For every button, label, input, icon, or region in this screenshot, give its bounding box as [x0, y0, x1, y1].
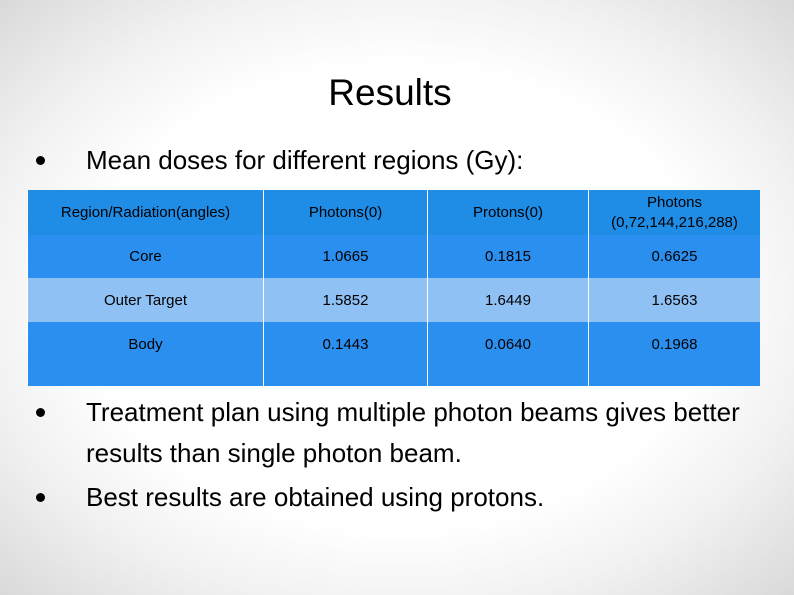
- cell: 0.1968: [588, 322, 760, 386]
- header-cell: Protons(0): [427, 190, 589, 235]
- cell: 0.1443: [263, 322, 428, 386]
- cell: Core: [27, 235, 264, 278]
- dose-table: Region/Radiation(angles) Photons(0) Prot…: [27, 190, 760, 386]
- table-row: Outer Target 1.5852 1.6449 1.6563: [27, 278, 760, 322]
- header-cell: Region/Radiation(angles): [27, 190, 264, 235]
- bullet: Best results are obtained using protons.: [36, 477, 766, 518]
- header-cell: Photons (0,72,144,216,288): [588, 190, 760, 235]
- cell: 0.0640: [427, 322, 589, 386]
- bullet: Treatment plan using multiple photon bea…: [36, 392, 766, 474]
- cell: 1.6449: [427, 278, 589, 322]
- cell: 0.1815: [427, 235, 589, 278]
- cell: 1.0665: [263, 235, 428, 278]
- cell: 1.5852: [263, 278, 428, 322]
- cell: Outer Target: [27, 278, 264, 322]
- header-cell: Photons(0): [263, 190, 428, 235]
- header-row: Region/Radiation(angles) Photons(0) Prot…: [27, 190, 760, 235]
- cell: Body: [27, 322, 264, 386]
- slide-title: Results: [328, 72, 452, 113]
- bullet: Mean doses for different regions (Gy):: [36, 140, 766, 181]
- cell: 1.6563: [588, 278, 760, 322]
- cell: 0.6625: [588, 235, 760, 278]
- table-row: Core 1.0665 0.1815 0.6625: [27, 235, 760, 278]
- table-row: Body 0.1443 0.0640 0.1968: [27, 322, 760, 386]
